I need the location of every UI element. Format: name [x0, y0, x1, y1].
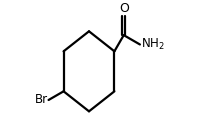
Text: NH$_2$: NH$_2$ — [141, 37, 165, 52]
Text: O: O — [119, 2, 129, 15]
Text: Br: Br — [35, 93, 48, 107]
